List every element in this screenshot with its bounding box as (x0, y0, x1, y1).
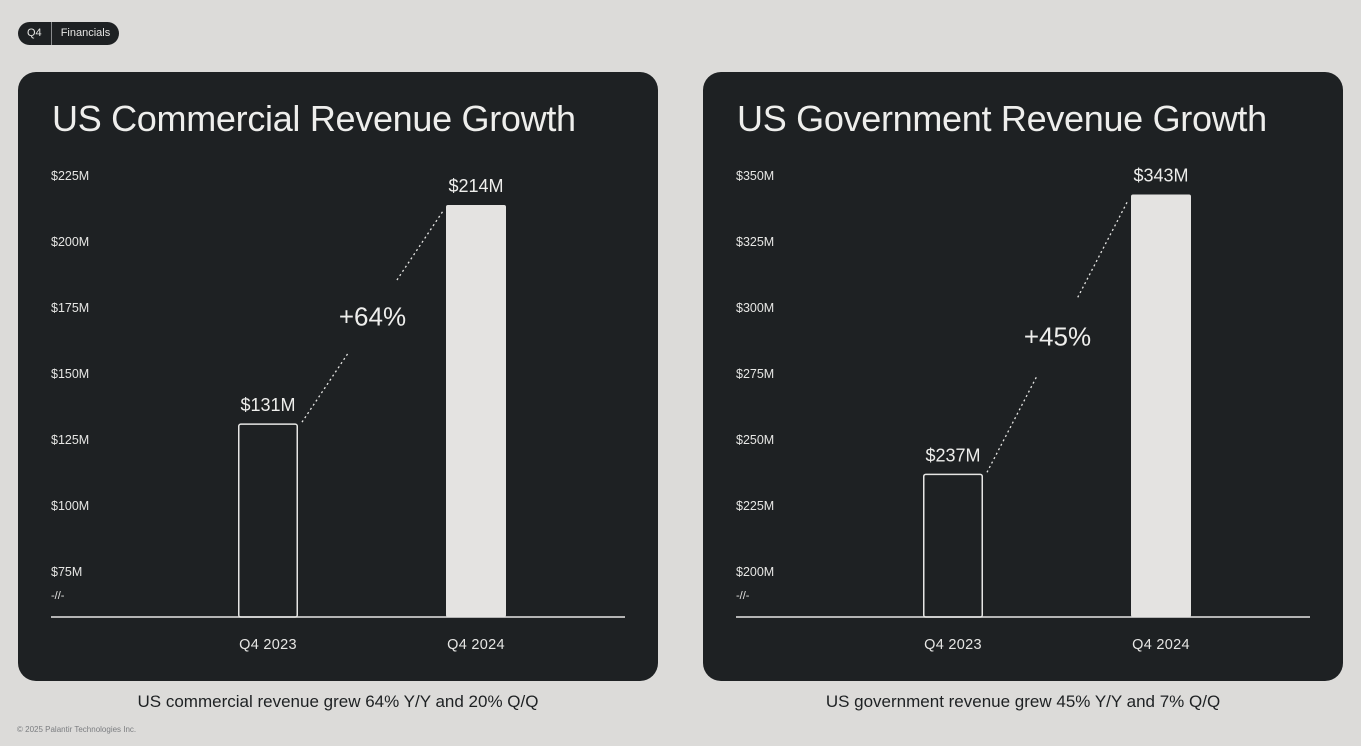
x-tick-label: Q4 2024 (1132, 637, 1190, 653)
section-label: Financials (60, 27, 111, 39)
y-tick-label: $200M (51, 235, 89, 249)
chart-card-government: US Government Revenue Growth $200M $225M $… (703, 72, 1343, 681)
growth-label: +64% (339, 302, 406, 332)
section-tag: Q4 Financials (18, 22, 120, 45)
bar-value-label: $214M (448, 176, 503, 196)
growth-connector (396, 210, 444, 281)
growth-connector (986, 375, 1038, 473)
growth-label: +45% (1024, 321, 1091, 351)
bar (923, 473, 983, 618)
chart-caption-government: US government revenue grew 45% Y/Y and 7… (825, 692, 1221, 711)
y-tick-label: $225M (51, 169, 89, 183)
x-tick-label: Q4 2024 (447, 637, 505, 653)
x-tick-label: Q4 2023 (924, 637, 982, 653)
chart-title: US Government Revenue Growth (737, 98, 1267, 139)
bar-value-label: $237M (925, 445, 980, 465)
y-tick-label: $225M (736, 499, 774, 513)
y-tick-label: $275M (736, 367, 774, 381)
y-tick-label: $200M (736, 565, 774, 579)
chart-svg-government: $200M $225M $250M $275M $300M $325M $350M -//- $… (736, 165, 1310, 653)
bar-value-label: $343M (1133, 165, 1188, 185)
y-tick-label: $250M (736, 433, 774, 447)
copyright-footer: © 2025 Palantir Technologies Inc. (17, 725, 137, 734)
chart-title: US Commercial Revenue Growth (52, 98, 576, 139)
y-tick-label: $350M (736, 169, 774, 183)
x-tick-label: Q4 2023 (239, 637, 297, 653)
axis-break-glyph: -//- (51, 590, 65, 602)
bar (446, 205, 506, 618)
y-tick-label: $100M (51, 499, 89, 513)
growth-connector (301, 352, 349, 423)
bar (238, 423, 298, 618)
y-tick-label: $75M (51, 565, 82, 579)
y-tick-label: $125M (51, 433, 89, 447)
bar (1131, 194, 1191, 617)
axis-break-glyph: -//- (736, 590, 750, 602)
y-tick-label: $175M (51, 301, 89, 315)
y-tick-label: $300M (736, 301, 774, 315)
tag-divider (50, 22, 52, 45)
y-tick-label: $325M (736, 235, 774, 249)
quarter-label: Q4 (27, 27, 42, 39)
chart-caption-commercial: US commercial revenue grew 64% Y/Y and 2… (137, 692, 539, 711)
bar-value-label: $131M (240, 395, 295, 415)
y-tick-label: $150M (51, 367, 89, 381)
chart-svg-commercial: $75M $100M $125M $150M $175M $200M $225M -//- $1… (51, 169, 625, 653)
growth-connector (1077, 200, 1129, 298)
chart-card-commercial: US Commercial Revenue Growth $75M $100M $1… (18, 72, 658, 681)
